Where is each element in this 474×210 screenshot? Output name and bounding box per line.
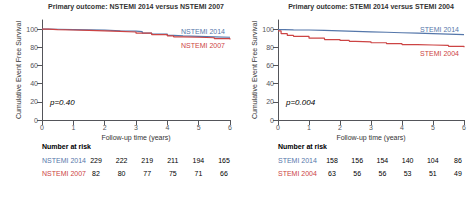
svg-text:154: 154: [377, 157, 389, 164]
svg-text:80: 80: [30, 44, 38, 51]
svg-text:0: 0: [270, 117, 274, 124]
svg-text:6: 6: [462, 124, 466, 131]
svg-text:53: 53: [404, 170, 412, 177]
svg-text:NSTEMI 2014: NSTEMI 2014: [181, 28, 225, 35]
svg-text:158: 158: [326, 157, 338, 164]
svg-text:5: 5: [431, 124, 435, 131]
svg-text:STEMI 2014: STEMI 2014: [420, 26, 459, 33]
svg-text:Number at risk: Number at risk: [278, 143, 327, 150]
svg-text:0: 0: [40, 124, 44, 131]
svg-text:0: 0: [276, 124, 280, 131]
svg-text:71: 71: [195, 170, 203, 177]
svg-text:156: 156: [351, 157, 363, 164]
svg-text:82: 82: [92, 170, 100, 177]
svg-text:Follow-up time (years): Follow-up time (years): [101, 134, 170, 142]
svg-text:229: 229: [90, 157, 102, 164]
svg-text:6: 6: [228, 124, 232, 131]
svg-text:STEMI 2004: STEMI 2004: [278, 170, 317, 177]
svg-text:66: 66: [220, 170, 228, 177]
svg-text:63: 63: [328, 170, 336, 177]
svg-text:Follow-up time (years): Follow-up time (years): [336, 134, 405, 142]
svg-text:75: 75: [169, 170, 177, 177]
svg-text:2: 2: [103, 124, 107, 131]
svg-text:104: 104: [427, 157, 439, 164]
svg-text:80: 80: [118, 170, 126, 177]
svg-text:STEMI 2014: STEMI 2014: [278, 157, 317, 164]
svg-text:Number at risk: Number at risk: [42, 143, 91, 150]
svg-text:1: 1: [307, 124, 311, 131]
svg-text:40: 40: [266, 80, 274, 87]
svg-text:56: 56: [379, 170, 387, 177]
svg-text:p=0.004: p=0.004: [285, 98, 316, 107]
svg-text:20: 20: [266, 98, 274, 105]
svg-text:NSTEMI 2007: NSTEMI 2007: [181, 42, 225, 49]
svg-text:Cumulative Event Free Survival: Cumulative Event Free Survival: [251, 21, 258, 119]
svg-text:60: 60: [266, 62, 274, 69]
svg-text:100: 100: [26, 26, 38, 33]
svg-text:p=0.40: p=0.40: [49, 98, 75, 107]
svg-text:40: 40: [30, 80, 38, 87]
svg-text:Primary outcome: STEMI 2014 ve: Primary outcome: STEMI 2014 versus STEMI…: [288, 3, 454, 11]
svg-text:60: 60: [30, 62, 38, 69]
svg-text:51: 51: [429, 170, 437, 177]
svg-text:100: 100: [262, 26, 274, 33]
svg-text:194: 194: [193, 157, 205, 164]
svg-text:56: 56: [353, 170, 361, 177]
svg-text:Cumulative Event Free Survival: Cumulative Event Free Survival: [15, 21, 22, 119]
svg-text:86: 86: [454, 157, 462, 164]
svg-text:165: 165: [218, 157, 230, 164]
svg-text:4: 4: [165, 124, 169, 131]
svg-text:77: 77: [143, 170, 151, 177]
svg-text:3: 3: [134, 124, 138, 131]
svg-text:1: 1: [71, 124, 75, 131]
svg-text:STEMI 2004: STEMI 2004: [420, 50, 459, 57]
svg-text:49: 49: [454, 170, 462, 177]
svg-text:140: 140: [402, 157, 414, 164]
svg-text:80: 80: [266, 44, 274, 51]
svg-text:211: 211: [167, 157, 178, 164]
svg-text:3: 3: [369, 124, 373, 131]
svg-text:Primary outcome: NSTEMI 2014 v: Primary outcome: NSTEMI 2014 versus NSTE…: [48, 3, 224, 11]
svg-text:2: 2: [338, 124, 342, 131]
svg-text:20: 20: [30, 98, 38, 105]
svg-text:219: 219: [141, 157, 153, 164]
svg-text:NSTEMI 2014: NSTEMI 2014: [42, 157, 86, 164]
svg-text:0: 0: [34, 117, 38, 124]
svg-text:4: 4: [400, 124, 404, 131]
svg-text:5: 5: [197, 124, 201, 131]
svg-text:NSTEMI 2007: NSTEMI 2007: [42, 170, 86, 177]
svg-text:222: 222: [116, 157, 128, 164]
